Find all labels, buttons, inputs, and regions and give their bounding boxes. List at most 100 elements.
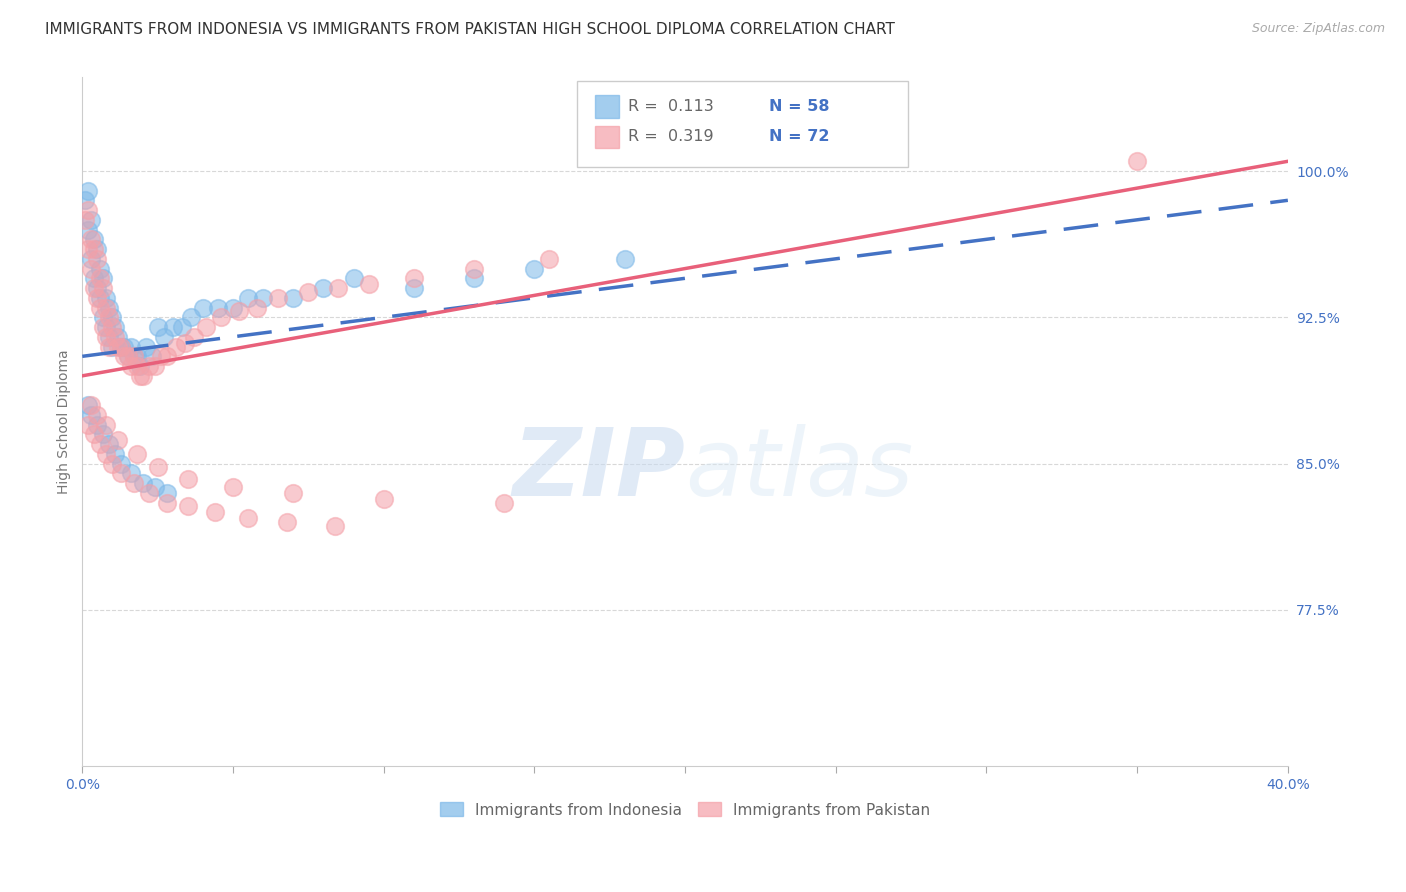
- Point: [114, 349, 136, 363]
- Point: [222, 301, 245, 315]
- Point: [107, 340, 129, 354]
- Point: [138, 359, 160, 373]
- Point: [80, 252, 103, 266]
- Point: [86, 281, 108, 295]
- Point: [122, 349, 145, 363]
- Point: [283, 486, 305, 500]
- Point: [252, 291, 274, 305]
- Point: [107, 433, 129, 447]
- Point: [117, 349, 139, 363]
- Text: ZIP: ZIP: [512, 424, 685, 516]
- Point: [236, 291, 259, 305]
- Point: [125, 359, 148, 373]
- Point: [463, 271, 485, 285]
- Point: [110, 457, 132, 471]
- Point: [267, 291, 290, 305]
- Point: [131, 476, 153, 491]
- Point: [276, 515, 298, 529]
- Point: [96, 301, 118, 315]
- Point: [77, 184, 100, 198]
- Point: [89, 291, 111, 305]
- Point: [83, 232, 105, 246]
- Point: [96, 330, 118, 344]
- Point: [83, 427, 105, 442]
- Point: [156, 495, 179, 509]
- Point: [110, 467, 132, 481]
- Point: [80, 398, 103, 412]
- Point: [170, 320, 193, 334]
- Point: [86, 242, 108, 256]
- Point: [77, 222, 100, 236]
- Point: [86, 408, 108, 422]
- Point: [180, 310, 202, 325]
- Point: [104, 320, 127, 334]
- FancyBboxPatch shape: [595, 95, 619, 118]
- Point: [96, 447, 118, 461]
- Point: [125, 447, 148, 461]
- Point: [120, 467, 142, 481]
- Point: [297, 285, 319, 299]
- Point: [228, 304, 250, 318]
- Point: [89, 261, 111, 276]
- Point: [173, 335, 195, 350]
- Point: [141, 349, 163, 363]
- Point: [162, 320, 184, 334]
- Point: [165, 340, 187, 354]
- Point: [131, 368, 153, 383]
- Point: [83, 271, 105, 285]
- Text: N = 58: N = 58: [769, 99, 830, 114]
- Point: [77, 417, 100, 432]
- Point: [77, 398, 100, 412]
- Point: [357, 277, 380, 292]
- Point: [77, 242, 100, 256]
- Point: [152, 330, 174, 344]
- Point: [204, 505, 226, 519]
- Point: [110, 340, 132, 354]
- Point: [93, 271, 115, 285]
- Point: [93, 427, 115, 442]
- Point: [209, 310, 232, 325]
- Point: [342, 271, 364, 285]
- Point: [80, 212, 103, 227]
- Point: [98, 330, 121, 344]
- Point: [183, 330, 205, 344]
- Point: [120, 359, 142, 373]
- Point: [328, 281, 350, 295]
- Point: [538, 252, 561, 266]
- Point: [98, 340, 121, 354]
- Text: R =  0.113: R = 0.113: [628, 99, 714, 114]
- Point: [80, 232, 103, 246]
- Point: [236, 511, 259, 525]
- Point: [110, 340, 132, 354]
- Point: [146, 320, 169, 334]
- Point: [402, 281, 425, 295]
- Text: R =  0.319: R = 0.319: [628, 129, 714, 145]
- Point: [207, 301, 229, 315]
- Point: [101, 320, 124, 334]
- Point: [191, 301, 214, 315]
- Point: [128, 368, 150, 383]
- Point: [83, 281, 105, 295]
- FancyBboxPatch shape: [595, 126, 619, 148]
- Point: [402, 271, 425, 285]
- Point: [89, 301, 111, 315]
- Point: [494, 495, 516, 509]
- Y-axis label: High School Diploma: High School Diploma: [58, 350, 72, 494]
- Point: [122, 476, 145, 491]
- Point: [89, 437, 111, 451]
- Point: [143, 359, 166, 373]
- Point: [80, 261, 103, 276]
- Point: [101, 340, 124, 354]
- Point: [104, 330, 127, 344]
- Point: [613, 252, 636, 266]
- Point: [101, 310, 124, 325]
- Point: [156, 349, 179, 363]
- Point: [86, 291, 108, 305]
- Text: atlas: atlas: [685, 425, 914, 516]
- Point: [98, 437, 121, 451]
- Point: [246, 301, 269, 315]
- Point: [93, 320, 115, 334]
- Point: [96, 320, 118, 334]
- Point: [312, 281, 335, 295]
- Point: [143, 480, 166, 494]
